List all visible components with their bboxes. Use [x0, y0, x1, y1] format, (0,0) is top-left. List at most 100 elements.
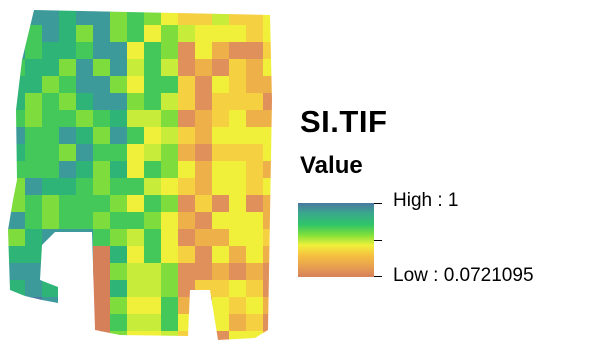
raster-cell	[246, 178, 264, 196]
raster-cell	[161, 195, 179, 213]
raster-cell	[59, 229, 77, 247]
raster-cell	[76, 110, 94, 128]
raster-cell	[93, 110, 111, 128]
raster-cell	[144, 10, 162, 26]
raster-cell	[25, 212, 43, 230]
raster-cell	[178, 246, 196, 264]
raster-cell	[8, 280, 26, 298]
raster-cell	[229, 263, 247, 281]
raster-cell	[161, 25, 179, 43]
raster-cell	[110, 127, 128, 145]
raster-cell	[110, 195, 128, 213]
raster-cell	[93, 263, 111, 281]
raster-cell	[110, 331, 128, 340]
raster-cell	[263, 110, 272, 128]
raster-cell	[195, 59, 213, 77]
raster-cell	[59, 25, 77, 43]
raster-cell	[59, 59, 77, 77]
raster-cell	[229, 229, 247, 247]
raster-cell	[25, 246, 43, 264]
raster-cell	[195, 280, 213, 298]
raster-cell	[59, 263, 77, 281]
raster-cell	[144, 76, 162, 94]
raster-cell	[161, 314, 179, 332]
raster-cell	[212, 76, 230, 94]
raster-cell	[8, 25, 26, 43]
raster-cell	[42, 144, 60, 162]
high-label: High : 1	[393, 190, 459, 211]
raster-cell	[25, 110, 43, 128]
raster-cell	[93, 212, 111, 230]
raster-cell	[25, 178, 43, 196]
raster-cell	[161, 263, 179, 281]
raster-cell	[93, 161, 111, 179]
raster-cell	[229, 178, 247, 196]
raster-cell	[8, 263, 26, 281]
raster-cell	[161, 144, 179, 162]
raster-cell	[178, 195, 196, 213]
raster-cell	[42, 229, 60, 247]
raster-cell	[195, 144, 213, 162]
raster-cell	[127, 280, 145, 298]
raster-cell	[263, 263, 272, 281]
mid-tick	[374, 240, 382, 241]
raster-cell	[212, 144, 230, 162]
raster-cell	[161, 331, 179, 340]
raster-cell	[195, 246, 213, 264]
raster-cell	[25, 314, 43, 332]
raster-cell	[229, 331, 247, 340]
high-tick	[374, 203, 382, 204]
raster-cell	[42, 331, 60, 340]
raster-cell	[93, 280, 111, 298]
raster-cell	[246, 10, 264, 26]
raster-cell	[178, 314, 196, 332]
raster-cell	[76, 314, 94, 332]
raster-cell	[161, 127, 179, 145]
raster-cell	[263, 280, 272, 298]
raster-cell	[178, 93, 196, 111]
raster-cell	[144, 229, 162, 247]
raster-cell	[42, 93, 60, 111]
raster-cell	[212, 229, 230, 247]
raster-cell	[212, 297, 230, 315]
raster-cell	[127, 314, 145, 332]
raster-cell	[110, 246, 128, 264]
raster-cell	[229, 314, 247, 332]
raster-cell	[229, 144, 247, 162]
raster-cell	[263, 195, 272, 213]
raster-cell	[76, 59, 94, 77]
raster-cell	[212, 161, 230, 179]
raster-cell	[246, 331, 264, 340]
raster-cell	[93, 59, 111, 77]
raster-cell	[127, 144, 145, 162]
raster-cell	[161, 280, 179, 298]
raster-cell	[246, 161, 264, 179]
raster-cell	[178, 263, 196, 281]
raster-cell	[195, 42, 213, 60]
raster-cell	[144, 331, 162, 340]
raster-cell	[229, 127, 247, 145]
raster-cell	[144, 93, 162, 111]
raster-cell	[195, 331, 213, 340]
raster-cell	[93, 93, 111, 111]
raster-cell	[127, 178, 145, 196]
raster-cell	[110, 229, 128, 247]
raster-cell	[229, 25, 247, 43]
raster-cell	[195, 10, 213, 26]
raster-cell	[8, 246, 26, 264]
raster-cell	[127, 76, 145, 94]
raster-cell	[229, 93, 247, 111]
raster-cell	[263, 331, 272, 340]
raster-cell	[59, 178, 77, 196]
raster-cell	[212, 331, 230, 340]
raster-cell	[127, 297, 145, 315]
raster-cell	[212, 42, 230, 60]
raster-cell	[8, 10, 26, 26]
raster-cell	[212, 127, 230, 145]
low-label: Low : 0.0721095	[393, 265, 534, 286]
raster-cell	[263, 246, 272, 264]
raster-cell	[127, 25, 145, 43]
raster-cell	[110, 297, 128, 315]
raster-cell	[144, 144, 162, 162]
